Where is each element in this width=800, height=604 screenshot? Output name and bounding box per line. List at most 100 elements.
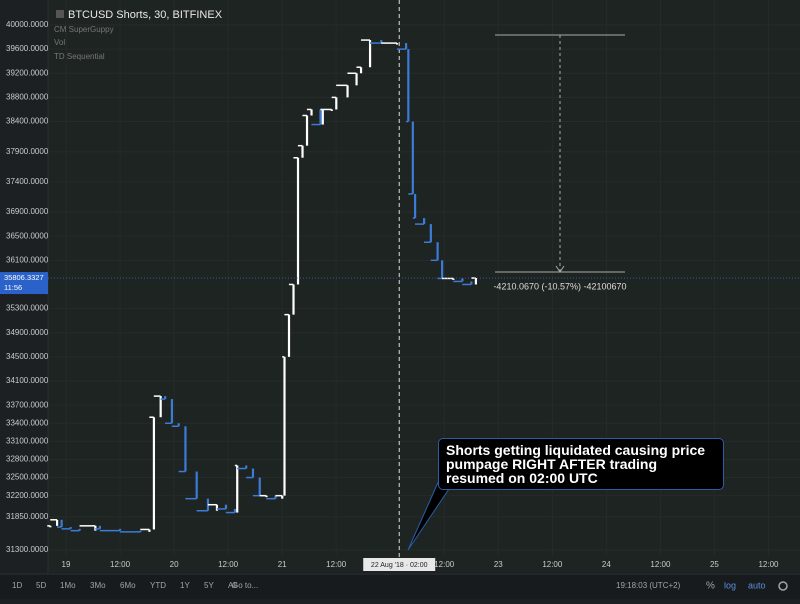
indicator[interactable]: Vol [54,38,65,47]
toolbar-bg [0,575,800,599]
candle-body [368,40,372,68]
candle-body [429,224,432,243]
price-tag-bg [0,272,48,295]
y-tick-label: 37900.0000 [6,147,49,156]
candle-body [233,508,237,513]
candle-body [265,495,268,498]
y-tick-label: 39200.0000 [6,68,49,77]
candle-body [69,527,72,529]
candle-body [436,242,439,261]
candle-body [49,525,52,528]
candle-body [281,495,284,499]
y-tick-label: 33700.0000 [6,400,49,409]
candle-body [355,73,358,86]
y-tick-label: 32200.0000 [6,491,49,500]
x-tick-label: 25 [710,560,719,569]
candle-body [148,529,151,532]
candle-body [152,417,156,530]
x-tick-label: 12:00 [326,560,347,569]
range-button[interactable]: 5D [36,581,46,590]
candle-body [321,109,324,125]
y-tick-label: 32500.0000 [6,473,49,482]
range-button[interactable]: 1Mo [60,581,76,590]
candle-body [283,356,286,496]
candle-body [184,426,187,472]
x-tick-label: 12:00 [434,560,455,569]
candle-body [346,85,349,98]
candle-body [274,495,277,499]
y-tick-label: 40000.0000 [6,20,49,29]
price-countdown: 11:56 [4,283,22,292]
x-tick-label: 12:00 [218,560,239,569]
candle-body [139,530,142,533]
price-tag: 35806.3327 [4,273,44,282]
log-button[interactable]: log [724,580,736,590]
y-tick-label: 34500.0000 [6,352,49,361]
candle-body [56,519,59,526]
clock: 19:18:03 (UTC+2) [616,581,681,590]
y-tick-label: 31300.0000 [6,545,49,554]
y-tick-label: 31850.0000 [6,512,49,521]
candle-body [474,278,477,285]
y-tick-label: 36500.0000 [6,231,49,240]
cursor-label: 22 Aug '18 · 02:00 [371,562,428,569]
indicator[interactable]: TD Sequential [54,52,105,61]
candle-body [380,40,383,44]
candle-body [251,468,255,478]
y-tick-label: 33400.0000 [6,418,49,427]
candle-body [224,504,228,509]
candle-body [470,281,473,285]
x-tick-label: 23 [494,560,503,569]
range-button[interactable]: 1D [12,581,22,590]
range-button[interactable]: 1Y [180,581,190,590]
candle-body [60,519,63,528]
measure-arrowhead [555,265,565,273]
callout: Shorts getting liquidated causing price … [438,438,724,490]
y-tick-label: 36900.0000 [6,207,49,216]
candle-body [159,396,162,418]
x-tick-label: 19 [62,560,71,569]
y-tick-label: 37400.0000 [6,177,49,186]
candle-body [330,109,333,111]
y-tick-label: 36100.0000 [6,255,49,264]
y-tick-label: 39600.0000 [6,44,49,53]
candle-body [359,67,363,74]
settings-icon[interactable] [778,581,788,591]
x-tick-label: 21 [278,560,287,569]
candle-body [404,43,408,50]
auto-button[interactable]: auto [748,580,766,590]
x-tick-label: 12:00 [758,560,779,569]
range-button[interactable]: 3Mo [90,581,106,590]
cursor-label-bg [363,558,436,571]
x-tick-label: 12:00 [650,560,671,569]
indicator[interactable]: CM SuperGuppy [54,25,114,34]
x-tick-label: 12:00 [110,560,131,569]
candle-body [98,525,101,529]
range-button[interactable]: 5Y [204,581,214,590]
candle-body [395,43,399,45]
candle-body [413,193,417,219]
candle-body [236,465,239,513]
candle-body [319,109,322,125]
candle-body [423,218,426,225]
candle-body [177,423,180,427]
candle-body [215,504,219,511]
range-button[interactable]: YTD [150,581,166,590]
candle-body [335,97,338,110]
candle-body [310,109,313,116]
candle-body [461,278,464,282]
candle-body [164,396,167,400]
candle-body [452,278,455,280]
y-tick-label: 38400.0000 [6,117,49,126]
measure-label: -4210.0670 (-10.57%) -42100670 [493,281,626,291]
candle-body [301,145,304,158]
goto-button[interactable]: Go to... [232,581,258,590]
legend-square [56,10,64,18]
candle-body [245,465,248,469]
range-button[interactable]: All [228,581,237,590]
range-button[interactable]: 6Mo [120,581,136,590]
percent-button[interactable]: % [706,581,715,592]
candle-body [305,115,309,146]
